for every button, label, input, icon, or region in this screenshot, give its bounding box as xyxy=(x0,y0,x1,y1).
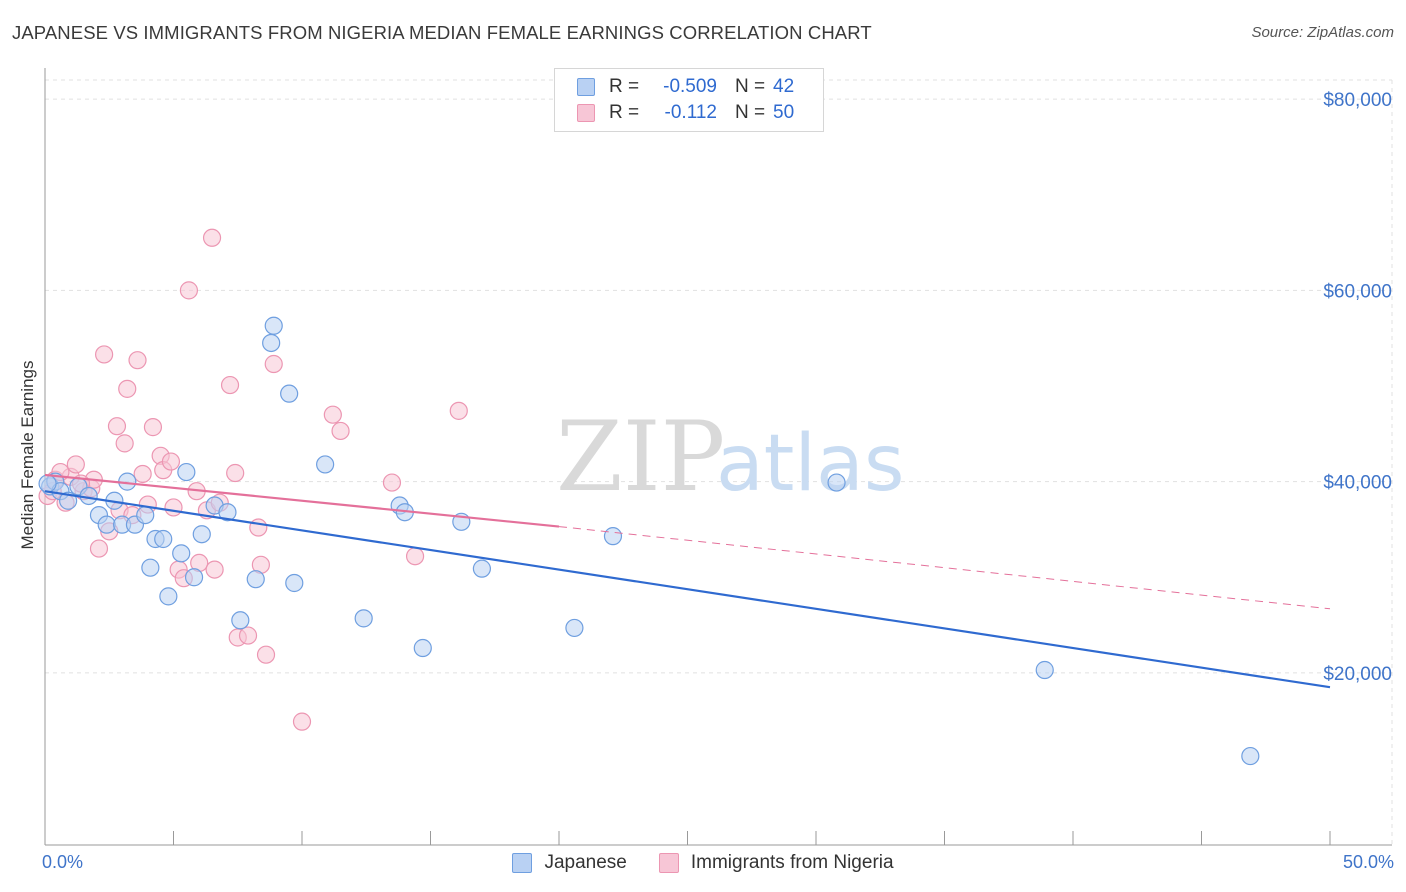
y-tick-label: $80,000 xyxy=(1323,90,1392,111)
legend-item-nigeria[interactable]: Immigrants from Nigeria xyxy=(658,852,894,874)
japanese-point xyxy=(262,333,281,353)
nigeria-point xyxy=(161,452,181,471)
japanese-point xyxy=(1241,746,1260,766)
legend-n-label: N = xyxy=(735,102,766,123)
japanese-point xyxy=(1035,660,1054,680)
japanese-point xyxy=(827,473,846,492)
japanese-point xyxy=(159,587,178,606)
japanese-point xyxy=(472,559,491,578)
nigeria-point xyxy=(249,518,268,537)
y-tick-label: $20,000 xyxy=(1323,664,1392,685)
legend-r-label: R = xyxy=(609,102,640,123)
legend-n-label: N = xyxy=(735,76,766,97)
japanese-point xyxy=(603,527,623,546)
japanese-point xyxy=(264,316,283,335)
legend-row-japanese: R = -0.509 N = 42 xyxy=(577,75,794,99)
nigeria-point xyxy=(449,401,468,420)
legend-r-value: -0.509 xyxy=(663,76,717,97)
japanese-point xyxy=(184,568,204,587)
nigeria-point xyxy=(95,345,114,364)
legend-r-value: -0.112 xyxy=(664,102,717,123)
nigeria-point xyxy=(264,354,283,374)
nigeria-point xyxy=(143,418,163,437)
nigeria-point xyxy=(179,281,199,300)
legend-label-nigeria: Immigrants from Nigeria xyxy=(690,852,894,873)
nigeria-point xyxy=(202,228,222,247)
y-tick-labels: $20,000 $40,000 $60,000 $80,000 xyxy=(1323,90,1392,685)
japanese-point xyxy=(246,570,265,589)
nigeria-point xyxy=(220,375,240,395)
japanese-point xyxy=(38,474,57,493)
nigeria-point xyxy=(107,417,127,436)
japanese-point xyxy=(177,462,196,482)
legend-swatch-japanese xyxy=(577,78,595,96)
nigeria-point xyxy=(331,421,350,441)
y-axis-label: Median Female Earnings xyxy=(18,360,37,550)
y-tick-label: $40,000 xyxy=(1323,473,1392,494)
japanese-point xyxy=(354,609,373,628)
japanese-point xyxy=(316,455,335,474)
japanese-point xyxy=(565,618,584,638)
nigeria-trend-line-extension xyxy=(558,526,1331,610)
legend-swatch-japanese xyxy=(512,853,533,873)
nigeria-point xyxy=(115,434,134,453)
japanese-point xyxy=(172,544,191,563)
nigeria-point xyxy=(89,539,109,558)
nigeria-point xyxy=(226,463,245,483)
series-japanese-points xyxy=(38,316,1260,766)
nigeria-point xyxy=(205,560,224,579)
japanese-point xyxy=(97,515,116,534)
nigeria-point xyxy=(128,351,147,370)
japanese-point xyxy=(59,491,78,510)
correlation-legend: R = -0.509 N = 42 R = -0.112 N = 50 xyxy=(554,68,824,132)
nigeria-trend-line xyxy=(44,473,560,528)
watermark-zip: ZIP xyxy=(556,401,725,513)
watermark-atlas: atlas xyxy=(716,419,905,509)
nigeria-point xyxy=(405,547,425,566)
series-legend: Japanese Immigrants from Nigeria xyxy=(0,852,1406,874)
trend-lines xyxy=(44,473,1331,689)
axes xyxy=(44,68,1392,846)
legend-n-value: 50 xyxy=(773,102,795,123)
japanese-point xyxy=(218,503,237,522)
nigeria-point xyxy=(66,455,85,474)
legend-row-nigeria: R = -0.112 N = 50 xyxy=(577,101,794,125)
nigeria-point xyxy=(256,645,276,664)
watermark: ZIP atlas xyxy=(556,401,905,513)
nigeria-point xyxy=(133,464,152,484)
japanese-point xyxy=(154,529,173,549)
legend-label-japanese: Japanese xyxy=(544,852,627,873)
source-credit: Source: ZipAtlas.com xyxy=(1251,24,1394,41)
legend-item-japanese[interactable]: Japanese xyxy=(512,852,627,874)
nigeria-point xyxy=(164,498,183,517)
chart-title: JAPANESE VS IMMIGRANTS FROM NIGERIA MEDI… xyxy=(12,22,872,43)
japanese-point xyxy=(231,611,250,630)
japanese-trend-line xyxy=(44,490,1331,689)
japanese-point xyxy=(192,525,211,544)
japanese-point xyxy=(413,638,432,658)
nigeria-point xyxy=(323,405,342,424)
nigeria-point xyxy=(238,626,258,645)
legend-swatch-nigeria xyxy=(658,853,679,873)
japanese-point xyxy=(141,558,160,577)
legend-n-value: 42 xyxy=(773,76,795,97)
japanese-point xyxy=(280,384,299,403)
x-tick-label-max: 50.0% xyxy=(1342,852,1394,872)
x-tick-label-min: 0.0% xyxy=(42,852,84,872)
legend-swatch-nigeria xyxy=(577,104,595,122)
japanese-point xyxy=(136,505,155,525)
legend-r-label: R = xyxy=(609,76,640,97)
japanese-point xyxy=(285,573,304,593)
nigeria-point xyxy=(118,379,137,398)
nigeria-point xyxy=(382,473,402,492)
y-tick-label: $60,000 xyxy=(1323,281,1392,302)
nigeria-point xyxy=(292,712,312,731)
